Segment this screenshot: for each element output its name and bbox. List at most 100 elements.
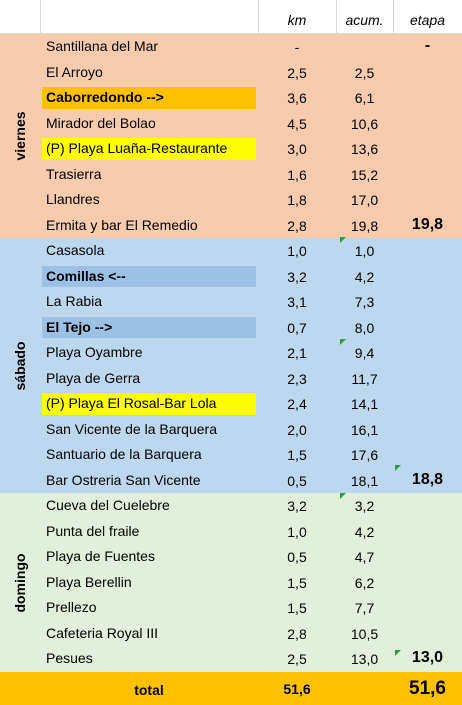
grid-line xyxy=(393,0,394,34)
stop-name: (P) Playa Luaña-Restaurante xyxy=(46,140,228,157)
grid-line xyxy=(0,33,462,34)
cell-highlight xyxy=(42,265,256,288)
acum-cell: 3,2 xyxy=(354,498,375,515)
km-cell: 4,5 xyxy=(287,115,307,132)
km-cell: 2,1 xyxy=(287,345,307,362)
etapa-cell: 13,0 xyxy=(411,649,444,667)
group-label: domingo xyxy=(12,553,28,613)
cell-highlight xyxy=(42,316,256,339)
stop-name: Santuario de la Barquera xyxy=(46,446,202,463)
acum-cell: 8,0 xyxy=(354,319,375,336)
comment-marker xyxy=(395,465,401,471)
stop-name: Playa de Gerra xyxy=(46,369,141,386)
comment-marker xyxy=(340,339,346,345)
total-label: total xyxy=(134,682,164,698)
stop-name: Mirador del Bolao xyxy=(46,114,156,131)
stop-name: Santillana del Mar xyxy=(46,38,159,54)
acum-cell: 10,6 xyxy=(350,115,379,132)
km-cell: 0,5 xyxy=(287,549,307,566)
stop-name: (P) Playa El Rosal-Bar Lola xyxy=(46,395,217,412)
stop-name: El Arroyo xyxy=(46,63,103,80)
km-cell: 2,5 xyxy=(287,651,307,668)
km-cell: 3,1 xyxy=(287,294,307,311)
cell-highlight xyxy=(42,138,256,160)
acum-cell: 9,4 xyxy=(354,345,375,362)
stop-name: Comillas <-- xyxy=(46,267,126,284)
acum-cell: 2,5 xyxy=(354,64,375,81)
stop-name: Playa Berellin xyxy=(46,573,132,590)
total-etapa: 51,6 xyxy=(409,678,446,699)
acum-cell: 17,6 xyxy=(350,447,379,464)
stop-name: La Rabia xyxy=(46,293,103,310)
stop-name: Playa Oyambre xyxy=(46,344,143,361)
stop-name: Caborredondo --> xyxy=(46,89,164,106)
km-cell: 3,0 xyxy=(287,141,307,158)
column-header: km xyxy=(287,12,307,28)
stop-name: Bar Ostreria San Vicente xyxy=(46,471,201,488)
stop-name: Prellezo xyxy=(46,599,97,616)
acum-cell: 13,0 xyxy=(350,651,379,668)
stop-name: Ermita y bar El Remedio xyxy=(46,216,198,233)
acum-cell: 4,7 xyxy=(354,549,375,566)
etapa-cell: 19,8 xyxy=(411,215,444,233)
group-label: viernes xyxy=(12,111,28,161)
km-cell: 1,5 xyxy=(287,574,307,591)
grid-line xyxy=(258,0,259,34)
acum-cell: 4,2 xyxy=(354,523,375,540)
acum-cell: 7,3 xyxy=(354,294,375,311)
comment-marker xyxy=(395,650,401,656)
km-cell: 3,2 xyxy=(287,268,307,285)
column-header: etapa xyxy=(409,12,446,28)
stop-name: Casasola xyxy=(46,242,105,259)
km-cell: 1,5 xyxy=(287,600,307,617)
stop-name: El Tejo --> xyxy=(46,318,113,335)
km-cell: 1,0 xyxy=(287,523,307,540)
acum-cell: 11,7 xyxy=(351,370,378,387)
km-cell: 1,6 xyxy=(287,166,307,183)
stop-name: Llandres xyxy=(46,191,100,208)
stop-name: Pesues xyxy=(46,650,93,667)
acum-cell: 13,6 xyxy=(350,141,379,158)
group-band xyxy=(0,34,462,239)
acum-cell: 1,0 xyxy=(354,243,375,260)
acum-cell: 19,8 xyxy=(350,217,379,234)
acum-cell: 18,1 xyxy=(350,472,379,489)
stop-name: Playa de Fuentes xyxy=(46,548,155,565)
total-band xyxy=(0,672,462,705)
column-header: acum. xyxy=(345,12,384,28)
stop-name: Cueva del Cuelebre xyxy=(46,497,170,514)
etapa-cell: 18,8 xyxy=(411,470,444,488)
km-cell: 1,5 xyxy=(287,447,307,464)
stop-name: Cafeteria Royal III xyxy=(46,624,159,641)
grid-line xyxy=(40,0,41,34)
km-cell: 2,8 xyxy=(287,625,307,642)
km-cell: 2,4 xyxy=(287,396,307,413)
km-cell: 2,3 xyxy=(287,370,307,387)
acum-cell: 4,2 xyxy=(354,268,375,285)
acum-cell: 10,5 xyxy=(350,625,379,642)
acum-cell: 7,7 xyxy=(354,600,375,617)
cell-highlight xyxy=(42,393,256,415)
acum-cell: 16,1 xyxy=(350,421,379,438)
km-cell: 3,6 xyxy=(287,90,307,107)
grid-line xyxy=(336,0,337,34)
km-cell: 0,5 xyxy=(287,472,307,489)
group-band xyxy=(0,493,462,672)
km-cell: 2,8 xyxy=(287,217,307,234)
km-cell: 0,7 xyxy=(287,319,307,336)
km-cell: 3,2 xyxy=(287,498,307,515)
stop-name: San Vicente de la Barquera xyxy=(46,420,217,437)
acum-cell: 17,0 xyxy=(350,192,379,209)
stop-name: Punta del fraile xyxy=(46,522,140,539)
group-label: sábado xyxy=(12,341,28,391)
acum-cell: 6,2 xyxy=(354,574,375,591)
km-cell: - xyxy=(294,39,300,55)
km-cell: 2,0 xyxy=(287,421,307,438)
comment-marker xyxy=(340,493,346,499)
km-cell: 1,8 xyxy=(287,192,307,209)
comment-marker xyxy=(340,237,346,243)
acum-cell: 6,1 xyxy=(354,90,375,107)
cell-highlight xyxy=(42,87,256,109)
km-cell: 1,0 xyxy=(287,243,307,260)
